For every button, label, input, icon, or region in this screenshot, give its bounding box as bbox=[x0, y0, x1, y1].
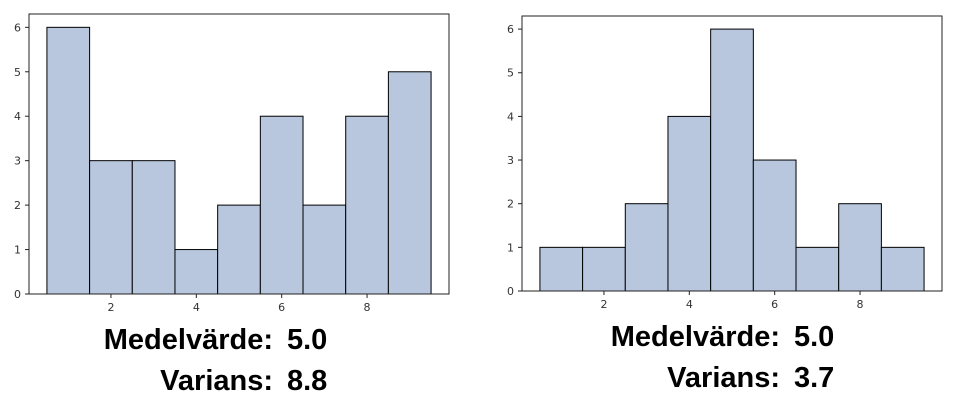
histogram-bar bbox=[89, 160, 133, 295]
y-tick-label: 0 bbox=[507, 285, 514, 298]
y-tick-label: 1 bbox=[507, 241, 514, 254]
mean-label: Medelvärde: bbox=[610, 321, 780, 353]
mean-label: Medelvärde: bbox=[103, 324, 273, 356]
histogram-bar bbox=[174, 249, 219, 295]
y-tick-label: 5 bbox=[14, 66, 21, 79]
histogram-bar bbox=[880, 246, 925, 292]
histogram-bar bbox=[582, 246, 626, 292]
variance-stat-right: Varians: 3.7 bbox=[605, 364, 834, 393]
y-tick-label: 6 bbox=[14, 21, 21, 34]
y-tick-label: 3 bbox=[507, 154, 514, 167]
histogram-left: 0 1 2 3 4 5 6 2 4 6 8 bbox=[14, 13, 450, 314]
histogram-bar bbox=[539, 246, 584, 292]
y-tick-label: 2 bbox=[14, 199, 21, 212]
histogram-bar bbox=[302, 204, 347, 295]
histogram-bar bbox=[795, 246, 840, 292]
x-tick-label: 6 bbox=[278, 301, 285, 314]
histogram-right: 0 1 2 3 4 5 6 2 4 6 8 bbox=[507, 15, 943, 311]
histogram-bar bbox=[387, 71, 432, 295]
x-tick-label: 2 bbox=[600, 298, 607, 311]
histogram-bar bbox=[752, 159, 797, 292]
variance-label: Varians: bbox=[667, 362, 780, 394]
histogram-bar bbox=[624, 203, 669, 292]
y-tick-label: 1 bbox=[14, 244, 21, 257]
mean-value: 5.0 bbox=[794, 321, 835, 353]
y-tick-label: 0 bbox=[14, 288, 21, 301]
histogram-bar bbox=[46, 26, 91, 295]
mean-stat-right: Medelvärde: 5.0 bbox=[605, 321, 835, 353]
y-tick-label: 5 bbox=[507, 67, 514, 80]
histogram-bar bbox=[710, 28, 754, 292]
x-tick-label: 4 bbox=[193, 301, 200, 314]
histogram-bar bbox=[345, 115, 389, 295]
histogram-bar bbox=[838, 203, 882, 292]
x-tick-label: 4 bbox=[686, 298, 693, 311]
variance-stat-left: Varians: 8.8 bbox=[98, 367, 327, 396]
histogram-bar bbox=[131, 160, 176, 295]
x-tick-label: 8 bbox=[857, 298, 864, 311]
y-tick-label: 2 bbox=[507, 198, 514, 211]
mean-stat-left: Medelvärde: 5.0 bbox=[98, 324, 328, 356]
y-tick-label: 6 bbox=[507, 23, 514, 36]
plot-frame bbox=[28, 13, 450, 295]
x-tick-label: 8 bbox=[364, 301, 371, 314]
y-tick-label: 3 bbox=[14, 155, 21, 168]
mean-value: 5.0 bbox=[287, 324, 328, 356]
variance-value: 3.7 bbox=[794, 362, 835, 394]
plot-frame bbox=[521, 15, 943, 292]
x-tick-label: 6 bbox=[771, 298, 778, 311]
x-tick-label: 2 bbox=[107, 301, 114, 314]
variance-value: 8.8 bbox=[287, 365, 328, 397]
histogram-bar bbox=[667, 115, 712, 292]
variance-label: Varians: bbox=[160, 365, 273, 397]
histogram-bar bbox=[217, 204, 261, 295]
y-tick-label: 4 bbox=[14, 110, 21, 123]
histogram-bar bbox=[259, 115, 304, 295]
y-tick-label: 4 bbox=[507, 110, 514, 123]
